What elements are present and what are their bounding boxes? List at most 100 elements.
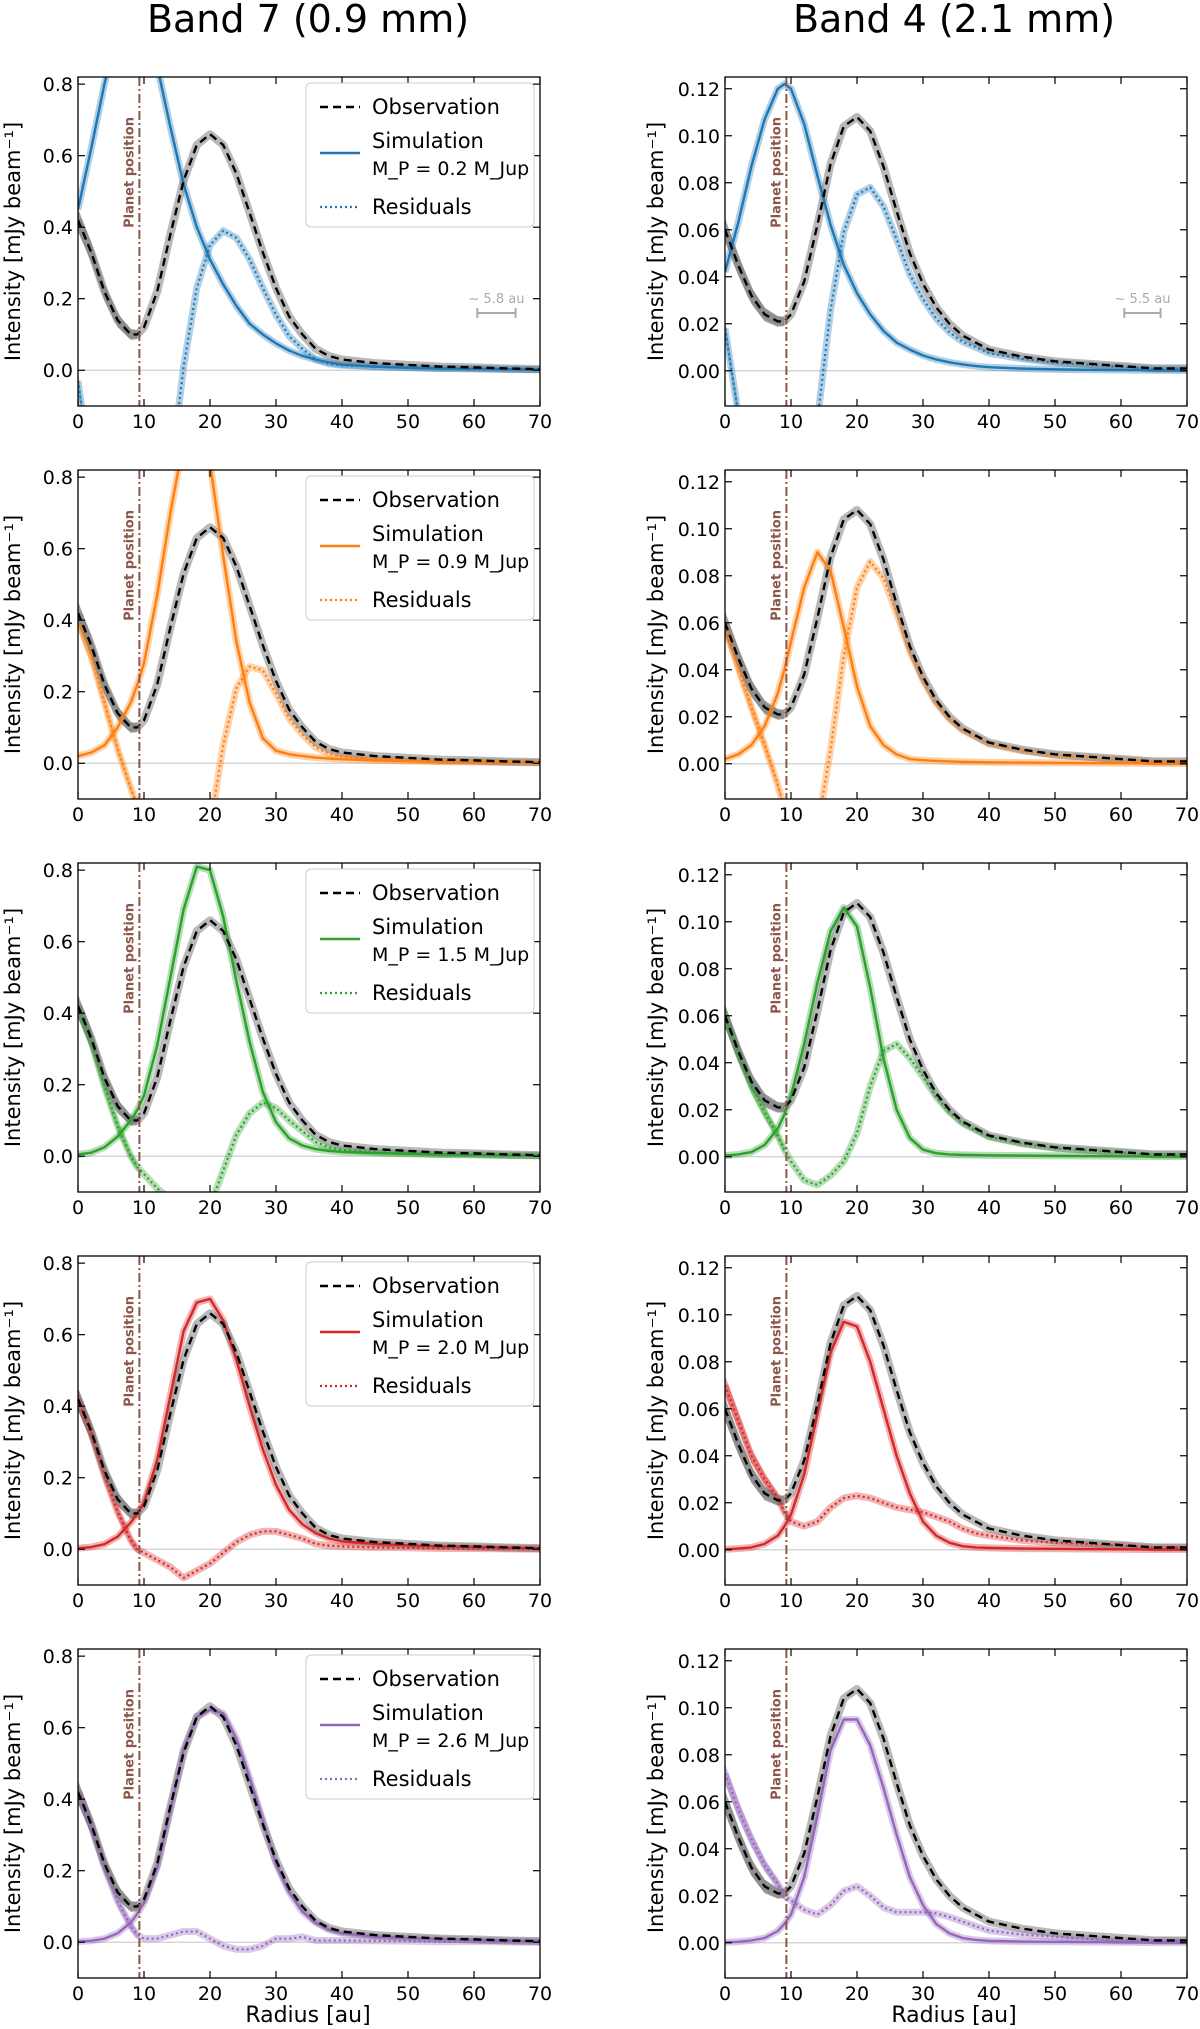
x-tick-label: 50	[1043, 411, 1067, 433]
legend-residuals-label: Residuals	[372, 588, 472, 612]
xlabel-left: Radius [au]	[245, 2003, 370, 2028]
y-tick-label: 0.02	[678, 1493, 720, 1515]
x-tick-label: 20	[198, 804, 222, 826]
x-tick-label: 70	[1175, 804, 1199, 826]
x-tick-label: 10	[779, 1983, 803, 2005]
legend-simulation-label: Simulation	[372, 522, 484, 546]
x-tick-label: 40	[977, 804, 1001, 826]
legend-residuals-label: Residuals	[372, 981, 472, 1005]
x-tick-label: 20	[845, 411, 869, 433]
y-tick-label: 0.06	[678, 1006, 720, 1028]
x-tick-label: 20	[198, 1197, 222, 1219]
legend-observation-label: Observation	[372, 1274, 500, 1298]
x-tick-label: 60	[1109, 1590, 1133, 1612]
x-tick-label: 50	[1043, 1983, 1067, 2005]
legend-observation-label: Observation	[372, 95, 500, 119]
x-tick-label: 20	[845, 804, 869, 826]
x-tick-label: 0	[72, 411, 84, 433]
legend-box	[305, 82, 535, 228]
y-axis-label: Intensity [mJy beam⁻¹]	[644, 122, 668, 361]
x-tick-label: 0	[719, 411, 731, 433]
y-tick-label: 0.08	[678, 173, 720, 195]
series-simulation-line	[725, 1320, 1187, 1551]
y-tick-label: 0.04	[678, 1446, 720, 1468]
y-tick-label: 0.4	[43, 1003, 73, 1025]
series-observation-line	[78, 133, 540, 371]
legend-box	[305, 1261, 535, 1407]
x-tick-label: 70	[528, 1983, 552, 2005]
y-axis-label: Intensity [mJy beam⁻¹]	[1, 122, 25, 361]
x-tick-label: 50	[396, 1983, 420, 2005]
y-tick-label: 0.02	[678, 707, 720, 729]
planet-position-label: Planet position	[769, 510, 784, 621]
x-tick-label: 20	[845, 1983, 869, 2005]
x-tick-label: 30	[911, 1197, 935, 1219]
x-tick-label: 30	[264, 411, 288, 433]
legend-mass-label: M_P = 0.2 M_Jup	[372, 158, 529, 180]
y-tick-label: 0.12	[678, 1651, 720, 1673]
x-tick-label: 70	[1175, 1197, 1199, 1219]
series-residuals-line	[78, 229, 540, 406]
x-tick-label: 50	[1043, 804, 1067, 826]
series-simulation-line	[725, 906, 1187, 1158]
plot-area: Planet position	[78, 863, 540, 1192]
axes-frame	[724, 1648, 1188, 1979]
y-tick-label: 0.0	[43, 1539, 73, 1561]
series-observation-line	[725, 508, 1187, 763]
legend-observation-label: Observation	[372, 881, 500, 905]
axes-frame	[724, 76, 1188, 407]
x-tick-label: 70	[1175, 1590, 1199, 1612]
series-observation-line	[78, 919, 540, 1157]
simulation-halo	[725, 1318, 1187, 1554]
series-observation-line	[725, 115, 1187, 370]
legend-residuals-label: Residuals	[372, 195, 472, 219]
y-tick-label: 0.12	[678, 865, 720, 887]
x-tick-label: 50	[396, 411, 420, 433]
x-tick-label: 70	[528, 804, 552, 826]
y-tick-label: 0.8	[43, 74, 73, 96]
x-tick-label: 20	[198, 1983, 222, 2005]
y-tick-label: 0.0	[43, 360, 73, 382]
x-tick-label: 40	[977, 411, 1001, 433]
x-tick-label: 20	[198, 1590, 222, 1612]
legend-residuals-label: Residuals	[372, 1767, 472, 1791]
x-tick-label: 10	[132, 1590, 156, 1612]
y-tick-label: 0.00	[678, 1147, 720, 1169]
x-tick-label: 10	[132, 1197, 156, 1219]
y-tick-label: 0.06	[678, 1792, 720, 1814]
y-tick-label: 0.4	[43, 610, 73, 632]
x-tick-label: 30	[911, 411, 935, 433]
y-tick-label: 0.10	[678, 126, 720, 148]
residuals-halo	[78, 1791, 540, 1953]
x-tick-label: 40	[330, 804, 354, 826]
y-axis-label: Intensity [mJy beam⁻¹]	[1, 1694, 25, 1933]
series-simulation-line	[78, 470, 540, 764]
y-tick-label: 0.2	[43, 1861, 73, 1883]
y-tick-label: 0.00	[678, 1933, 720, 1955]
residuals-uncertainty-band	[725, 1005, 785, 1154]
y-axis-label: Intensity [mJy beam⁻¹]	[1, 515, 25, 754]
series-simulation-line	[725, 82, 1187, 372]
y-tick-label: 0.08	[678, 1745, 720, 1767]
axes-frame	[724, 469, 1188, 800]
x-tick-label: 10	[779, 1197, 803, 1219]
x-tick-label: 40	[977, 1590, 1001, 1612]
axes-frame	[77, 469, 541, 800]
planet-position-label: Planet position	[122, 117, 137, 228]
plot-area: Planet position	[725, 1649, 1187, 1978]
y-tick-label: 0.4	[43, 1396, 73, 1418]
x-tick-label: 60	[462, 804, 486, 826]
y-tick-label: 0.06	[678, 1399, 720, 1421]
x-tick-label: 50	[396, 804, 420, 826]
x-tick-label: 10	[132, 411, 156, 433]
series-residuals-line	[78, 1792, 540, 1951]
planet-position-label: Planet position	[769, 1689, 784, 1800]
x-tick-label: 60	[462, 411, 486, 433]
residuals-halo	[725, 183, 1187, 406]
y-tick-label: 0.8	[43, 860, 73, 882]
x-tick-label: 20	[845, 1197, 869, 1219]
y-tick-label: 0.10	[678, 1305, 720, 1327]
y-tick-label: 0.6	[43, 1325, 73, 1347]
y-tick-label: 0.0	[43, 1146, 73, 1168]
legend-observation-label: Observation	[372, 488, 500, 512]
